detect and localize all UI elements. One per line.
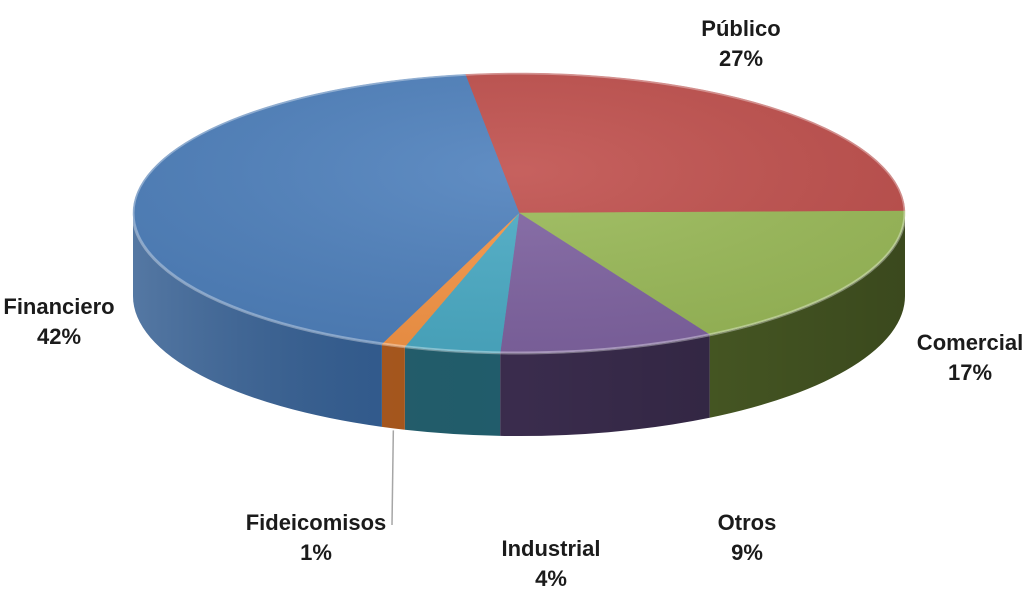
slice-percent: 1%	[300, 540, 332, 565]
pie-side-shading	[133, 213, 905, 436]
fideicomisos-leader-line	[391, 430, 395, 526]
slice-name: Industrial	[501, 536, 601, 561]
slice-name: Financiero	[3, 294, 115, 319]
slice-label-financiero: Financiero 42%	[3, 292, 114, 352]
pie-shading	[131, 71, 907, 355]
slice-label-comercial: Comercial 17%	[917, 328, 1023, 388]
slice-label-publico: Público 27%	[701, 14, 780, 74]
pie-depth	[132, 213, 905, 436]
slice-name: Comercial	[916, 330, 1024, 355]
slice-label-otros: Otros 9%	[718, 508, 777, 568]
slice-label-fideicomisos: Fideicomisos 1%	[246, 508, 387, 568]
slice-name: Público	[701, 16, 781, 41]
pie-top-bevel	[131, 71, 907, 355]
slice-name: Otros	[717, 510, 777, 535]
slice-name: Fideicomisos	[245, 510, 387, 535]
slice-label-industrial: Industrial 4%	[501, 534, 600, 594]
slice-percent: 17%	[947, 360, 993, 385]
slice-percent: 9%	[731, 540, 763, 565]
slice-percent: 4%	[535, 566, 567, 591]
slice-percent: 27%	[718, 46, 764, 71]
slice-percent: 42%	[36, 324, 82, 349]
